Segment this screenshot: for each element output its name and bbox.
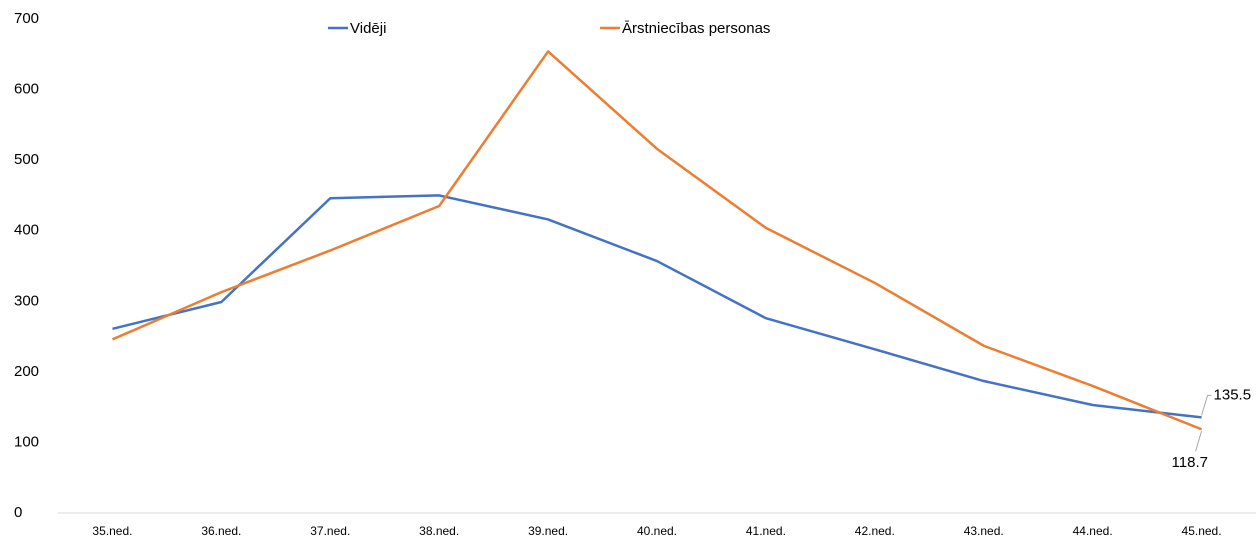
- x-tick-label: 38.ned.: [419, 524, 459, 538]
- y-tick-label: 0: [14, 504, 22, 521]
- x-tick-label: 43.ned.: [964, 524, 1004, 538]
- leader-line: [1201, 394, 1212, 416]
- y-tick-label: 200: [14, 363, 39, 380]
- leader-line: [1195, 431, 1203, 452]
- x-tick-label: 36.ned.: [201, 524, 241, 538]
- y-tick-label: 300: [14, 292, 39, 309]
- x-tick-label: 45.ned.: [1182, 524, 1222, 538]
- x-tick-label: 40.ned.: [637, 524, 677, 538]
- y-tick-label: 700: [14, 10, 39, 27]
- data-label: 118.7: [1172, 454, 1208, 471]
- y-tick-label: 500: [14, 151, 39, 168]
- y-tick-label: 400: [14, 222, 39, 239]
- y-tick-label: 100: [14, 433, 39, 450]
- x-tick-label: 37.ned.: [310, 524, 350, 538]
- line-series: [111, 50, 1203, 431]
- legend-label: Ārstniecības personas: [622, 20, 770, 37]
- x-tick-label: 42.ned.: [855, 524, 895, 538]
- x-tick-label: 41.ned.: [746, 524, 786, 538]
- x-tick-label: 39.ned.: [528, 524, 568, 538]
- y-tick-label: 600: [14, 81, 39, 98]
- x-tick-label: 35.ned.: [92, 524, 132, 538]
- data-label: 135.5: [1214, 386, 1252, 403]
- legend-label: Vidēji: [350, 20, 386, 37]
- x-tick-label: 44.ned.: [1073, 524, 1113, 538]
- line-series: [112, 194, 1202, 419]
